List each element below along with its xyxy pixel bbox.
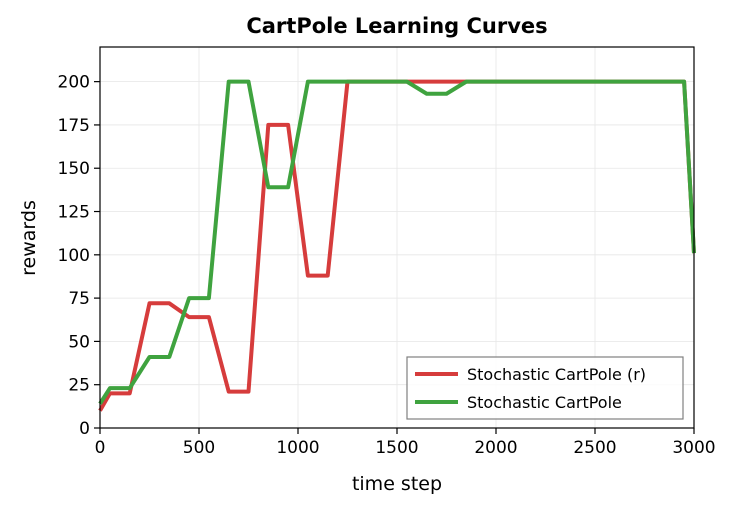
x-tick-label: 1500 bbox=[375, 438, 418, 458]
x-tick-label: 500 bbox=[183, 438, 215, 458]
y-tick-label: 25 bbox=[68, 376, 90, 396]
y-tick-label: 150 bbox=[58, 159, 90, 179]
x-tick-label: 2000 bbox=[474, 438, 517, 458]
x-tick-label: 1000 bbox=[276, 438, 319, 458]
x-axis-label: time step bbox=[352, 473, 442, 495]
legend-box bbox=[406, 356, 684, 420]
y-tick-label: 175 bbox=[58, 116, 90, 136]
x-tick-label: 0 bbox=[95, 438, 106, 458]
legend: Stochastic CartPole (r) Stochastic CartP… bbox=[406, 356, 684, 420]
legend-label-series-1: Stochastic CartPole bbox=[467, 393, 622, 412]
series-lines bbox=[98, 79, 696, 412]
y-axis-ticks: 0 25 50 75 100 125 150 175 200 bbox=[58, 73, 100, 439]
y-tick-label: 50 bbox=[68, 332, 90, 352]
chart-title: CartPole Learning Curves bbox=[246, 14, 547, 38]
y-tick-label: 0 bbox=[79, 419, 90, 439]
y-axis-label: rewards bbox=[18, 200, 40, 276]
x-axis-ticks: 0 500 1000 1500 2000 2500 3000 bbox=[95, 428, 716, 458]
legend-label-series-0: Stochastic CartPole (r) bbox=[467, 365, 646, 384]
y-tick-label: 200 bbox=[58, 73, 90, 93]
x-tick-label: 3000 bbox=[672, 438, 715, 458]
y-tick-label: 100 bbox=[58, 246, 90, 266]
y-tick-label: 125 bbox=[58, 203, 90, 223]
y-tick-label: 75 bbox=[68, 289, 90, 309]
series-line-1 bbox=[98, 79, 696, 405]
x-tick-label: 2500 bbox=[573, 438, 616, 458]
